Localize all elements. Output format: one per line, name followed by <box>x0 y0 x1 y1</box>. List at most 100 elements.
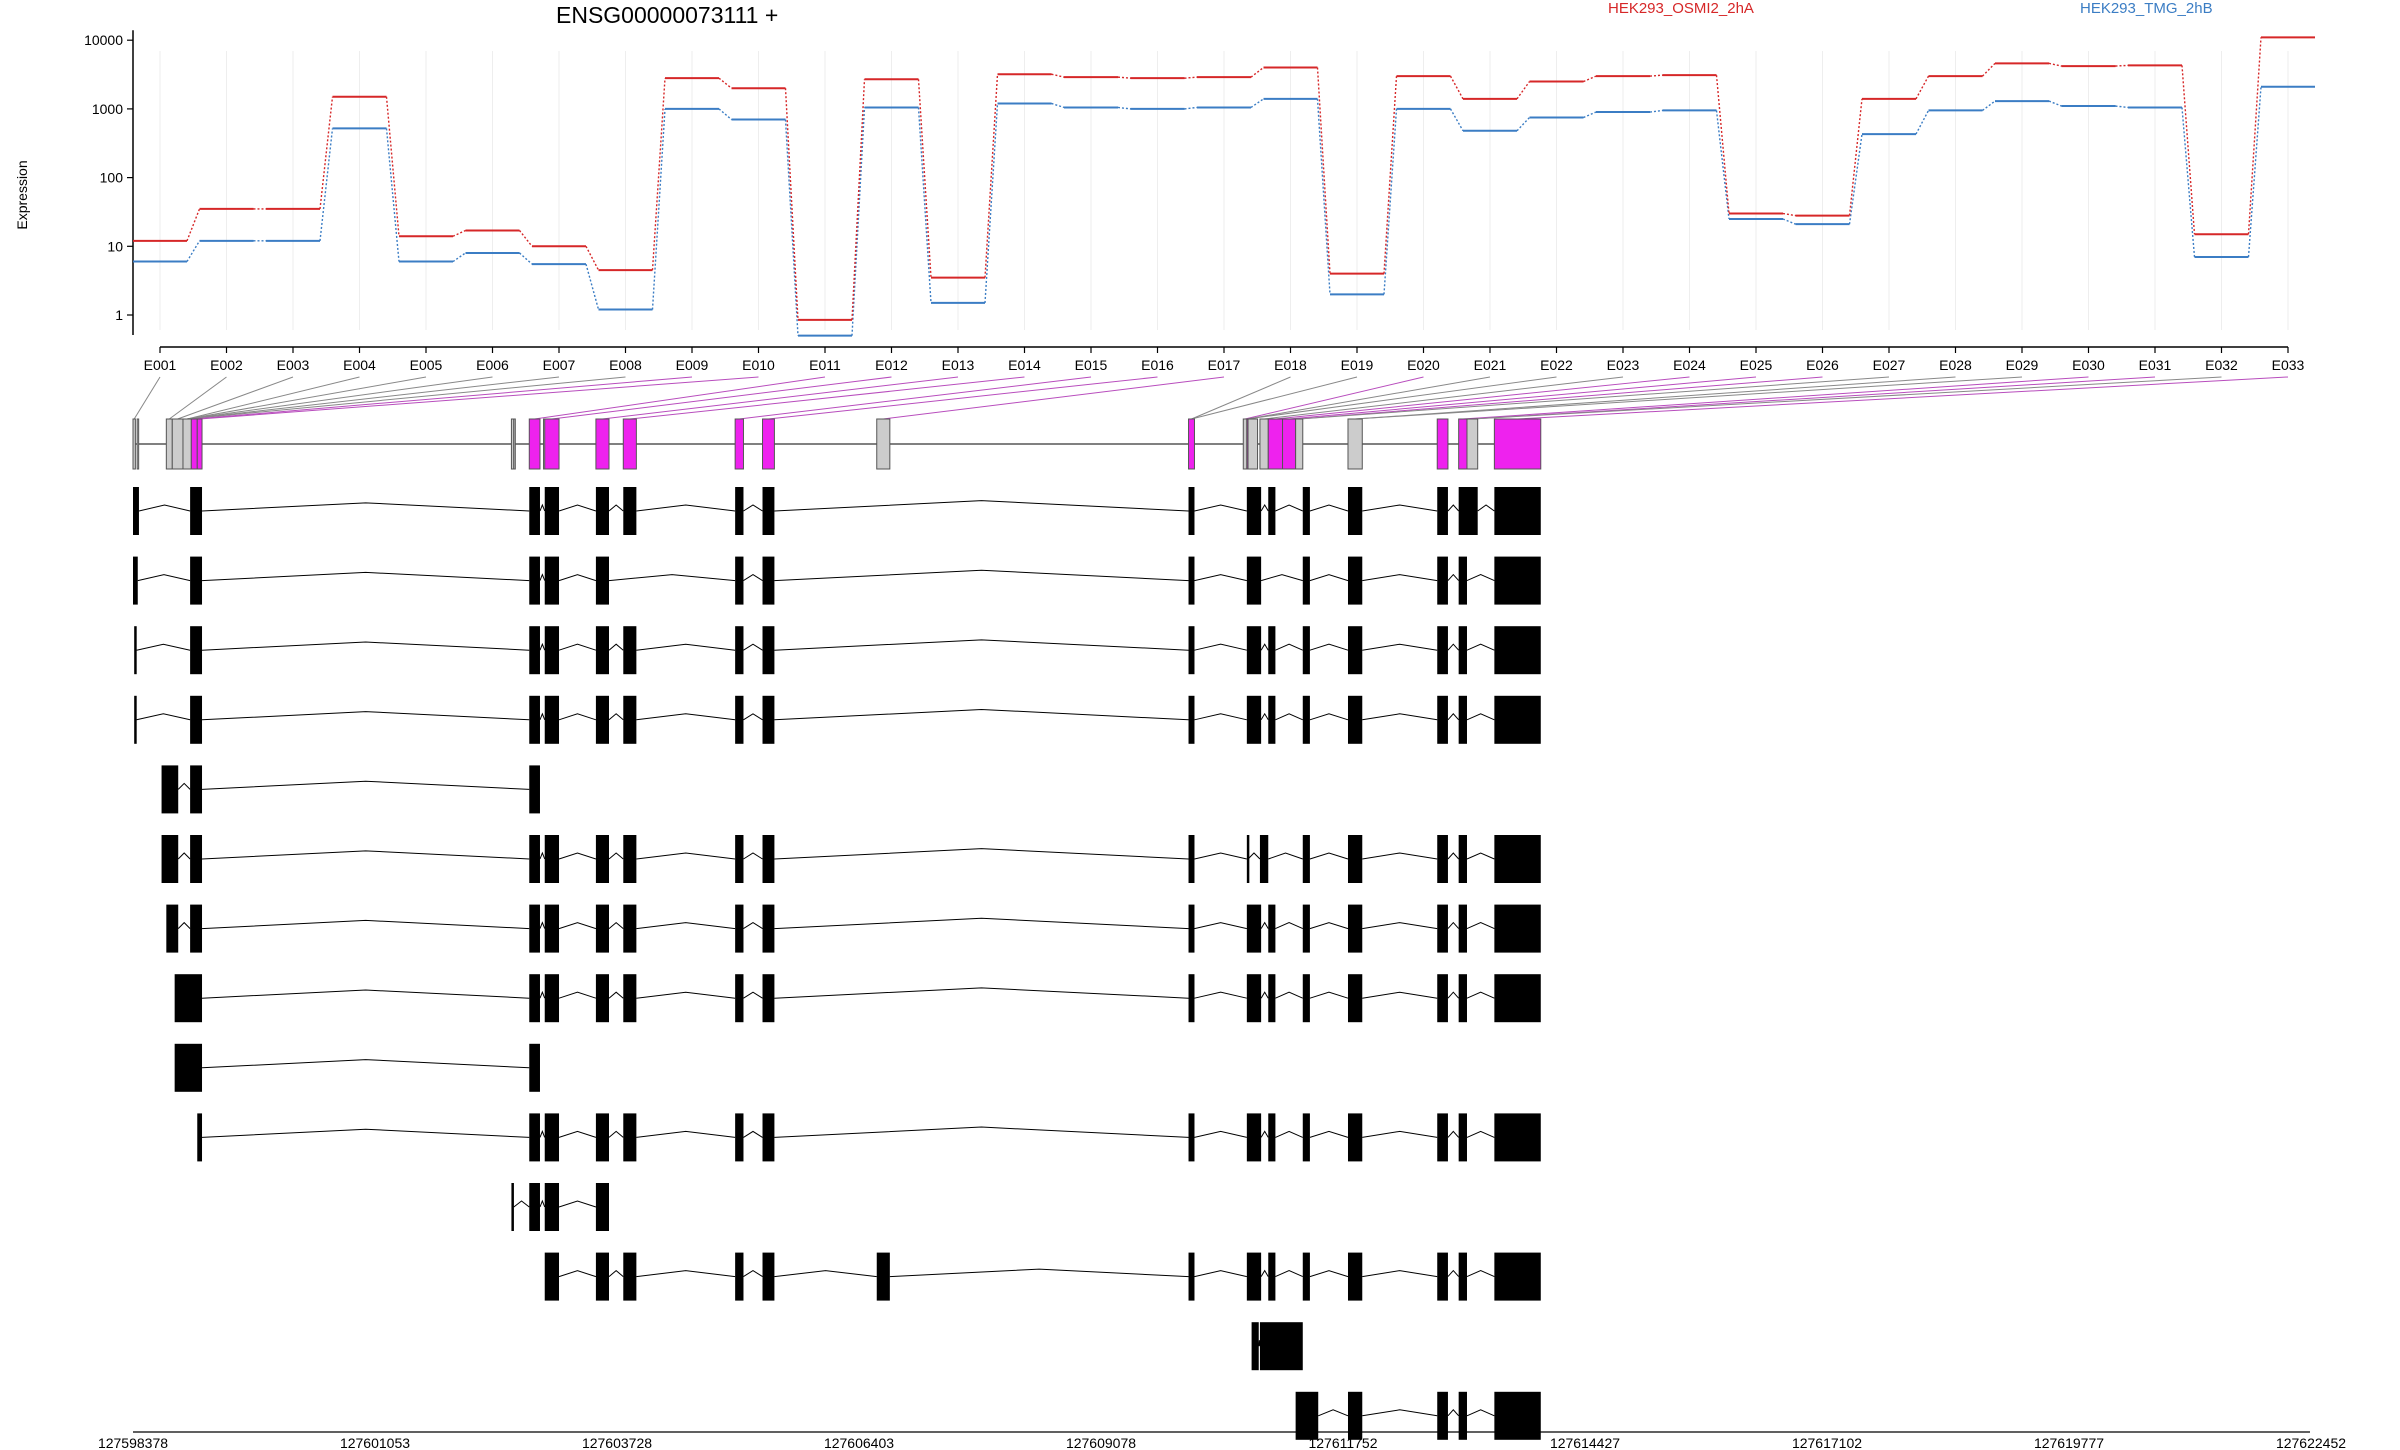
exon-link-line <box>194 376 693 420</box>
series-osmi2-connector <box>1316 67 1331 274</box>
transcript-exon <box>1188 904 1195 953</box>
intron-line <box>608 852 624 860</box>
transcript-exon <box>1458 1113 1467 1162</box>
series-tmg-connector <box>2048 100 2062 107</box>
intron-line <box>774 569 1189 582</box>
intron-line <box>138 504 191 512</box>
genome-tick-label: 127619777 <box>2034 1435 2104 1450</box>
transcript-exon <box>1188 556 1195 605</box>
x-tick-label: E019 <box>1341 357 1374 373</box>
intron-line <box>774 500 1189 512</box>
x-tick-label: E020 <box>1407 357 1440 373</box>
intron-line <box>1260 921 1269 929</box>
transcript-exon <box>762 974 775 1023</box>
transcript-exon <box>595 974 609 1023</box>
transcript-exon <box>529 695 540 744</box>
exon-link-line <box>883 376 1225 420</box>
intron-line <box>774 1126 1189 1138</box>
exon-link-line <box>1191 376 1291 420</box>
series-tmg-connector <box>385 128 400 262</box>
intron-line <box>1275 991 1303 999</box>
transcript-exon <box>735 695 744 744</box>
series-tmg-connector <box>452 252 466 263</box>
intron-line <box>539 1130 546 1138</box>
series-osmi2-connector <box>2048 62 2062 67</box>
transcript-exon <box>529 765 540 814</box>
exon-link-line <box>187 376 360 420</box>
series-osmi2-connector <box>718 77 732 89</box>
transcript-exon <box>544 626 560 675</box>
intron-line <box>1466 922 1495 930</box>
intron-line <box>608 1130 624 1138</box>
exon-link-line <box>602 376 959 420</box>
x-tick-label: E015 <box>1075 357 1108 373</box>
transcript-exon <box>1458 626 1467 675</box>
intron-line <box>636 504 736 512</box>
legend-entry-tmg: HEK293_TMG_2hB <box>2080 0 2213 17</box>
transcript-exon <box>762 556 775 605</box>
transcript-exon <box>595 904 609 953</box>
exon-link-line <box>629 376 1025 420</box>
y-tick-label: 1000 <box>92 101 123 117</box>
transcript-exon <box>134 626 137 675</box>
transcript-exon <box>529 904 540 953</box>
series-osmi2-connector <box>1383 76 1398 274</box>
intron-line <box>1362 852 1438 860</box>
transcript-exon <box>1347 974 1363 1023</box>
transcript-exon <box>190 904 203 953</box>
exon-link-line <box>1244 376 1424 420</box>
transcript-exon <box>174 1043 203 1092</box>
transcript-exon <box>1246 835 1250 883</box>
x-tick-label: E013 <box>942 357 975 373</box>
series-osmi2-connector <box>1782 212 1796 217</box>
transcript-exon <box>1347 904 1363 953</box>
x-tick-label: E028 <box>1939 357 1972 373</box>
intron-line <box>1194 504 1247 512</box>
y-tick-label: 1 <box>115 307 123 323</box>
intron-line <box>1447 643 1460 651</box>
transcript-exon <box>1347 626 1363 675</box>
intron-line <box>608 643 624 651</box>
intron-line <box>201 641 530 651</box>
intron-line <box>201 571 530 582</box>
intron-line <box>1466 574 1495 582</box>
intron-line <box>1362 1409 1438 1417</box>
intron-line <box>1466 991 1495 999</box>
exon-bin <box>1436 418 1449 470</box>
intron-line <box>1447 1130 1460 1138</box>
genome-tick-label: 127601053 <box>340 1435 410 1450</box>
intron-line <box>558 504 597 512</box>
series-tmg-connector <box>984 103 999 303</box>
transcript-exon <box>1494 487 1541 535</box>
transcript-exon <box>190 695 203 744</box>
transcript-exon <box>1437 626 1448 675</box>
intron-line <box>201 989 530 999</box>
intron-line <box>1466 1409 1495 1417</box>
intron-line <box>1309 1130 1349 1138</box>
transcript-exon <box>1302 487 1310 535</box>
exon-bin <box>1466 418 1479 470</box>
intron-line <box>1260 574 1303 582</box>
transcript-exon <box>1246 1113 1262 1162</box>
exon-bin <box>513 418 516 470</box>
intron-line <box>889 1268 1189 1278</box>
intron-line <box>558 643 597 651</box>
transcript-exon <box>1302 835 1310 883</box>
transcript-exon <box>1458 695 1467 744</box>
intron-line <box>608 991 624 999</box>
transcript-exon <box>544 904 560 953</box>
series-tmg-connector <box>718 108 732 121</box>
exon-link-line <box>1289 376 1757 420</box>
transcript-exon <box>529 1183 540 1231</box>
transcript-exon <box>595 487 609 535</box>
transcript-exon <box>1188 1113 1195 1162</box>
intron-line <box>636 1130 736 1138</box>
transcript-exon <box>190 765 203 814</box>
series-tmg-connector <box>1782 218 1796 225</box>
transcript-exon <box>1347 487 1363 535</box>
y-tick-label: 10 <box>107 238 123 254</box>
transcript-exon <box>1494 904 1541 953</box>
series-tmg-connector <box>851 107 866 336</box>
intron-line <box>1194 1270 1247 1278</box>
genome-tick-label: 127611752 <box>1308 1435 1377 1450</box>
